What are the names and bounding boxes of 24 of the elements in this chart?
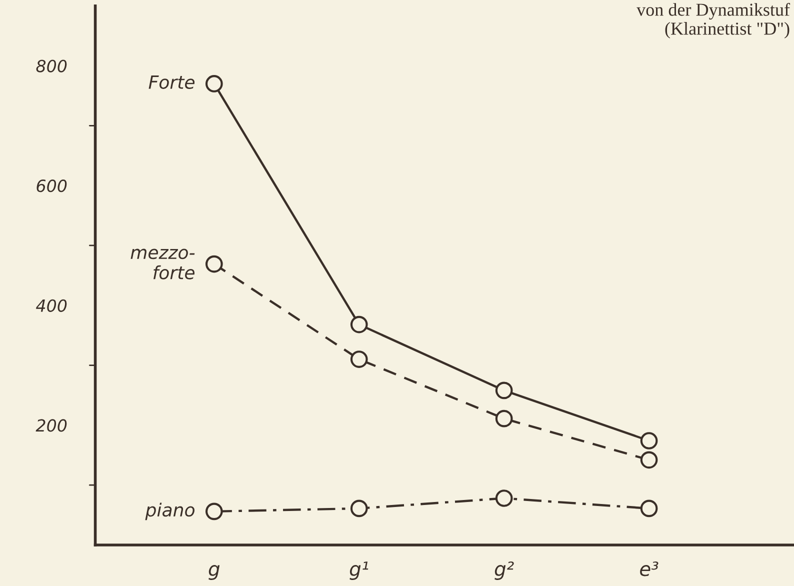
y-tick-label: 600 — [36, 180, 67, 192]
x-tick-label: g² — [494, 561, 514, 580]
series-label: mezzo- forte — [130, 248, 195, 280]
point — [640, 500, 658, 518]
point — [640, 451, 658, 469]
annotation: von der Dynamikstuf (Klarinettist "D") — [636, 2, 790, 38]
y-tick-label: 400 — [36, 299, 67, 312]
y-tick-label: 800 — [36, 60, 67, 72]
point — [205, 255, 223, 273]
y-tick-label: 200 — [36, 419, 67, 432]
point — [350, 500, 368, 518]
point — [205, 75, 223, 92]
series-label: piano — [145, 502, 194, 520]
point — [640, 432, 658, 450]
series-label: Forte — [148, 76, 194, 89]
point — [350, 350, 368, 368]
point — [495, 410, 513, 428]
point — [495, 382, 513, 400]
x-tick-label: g¹ — [350, 562, 368, 580]
x-tick-label: g — [208, 565, 220, 580]
point — [350, 316, 368, 334]
point — [205, 502, 223, 520]
x-tick-label: e³ — [640, 561, 658, 576]
point — [495, 490, 513, 507]
